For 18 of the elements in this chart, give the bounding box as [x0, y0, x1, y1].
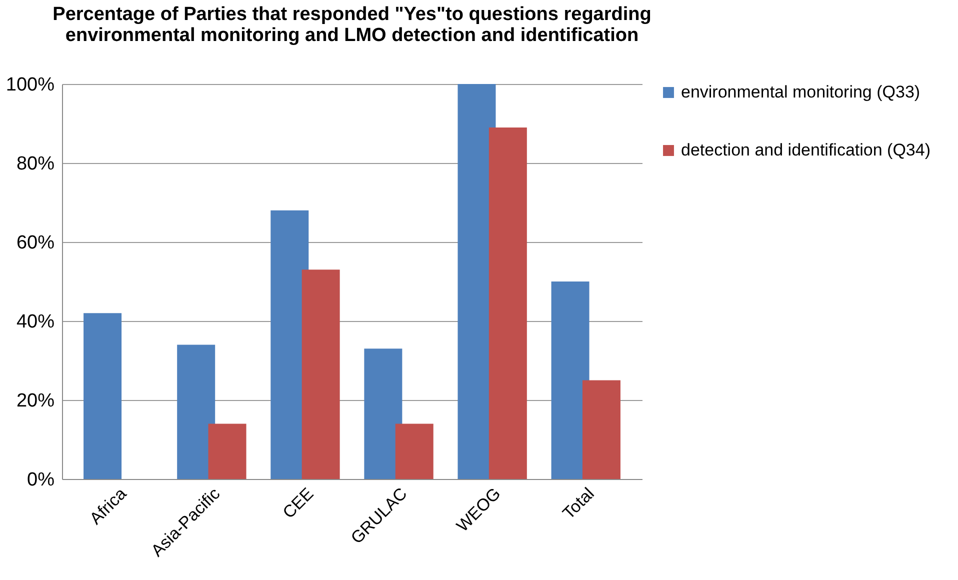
y-tick-label: 0% [27, 470, 55, 490]
y-tick-label: 80% [16, 154, 55, 174]
y-tick-label: 20% [16, 390, 55, 412]
bar [177, 344, 216, 479]
bar [208, 424, 246, 479]
y-tick-label: 100% [6, 74, 55, 96]
bar [84, 313, 122, 479]
bar [364, 348, 402, 479]
bar [302, 270, 340, 479]
bar [395, 424, 434, 479]
chart-title: Percentage of Parties that responded "Yes"to questions regarding environmental monitoring and LMO detection and identification [52, 4, 652, 46]
legend-label: environmental monitoring (Q33) [681, 82, 920, 102]
bar [488, 127, 527, 479]
y-tick-label: 40% [16, 312, 55, 332]
legend-label: detection and identification (Q34) [681, 140, 930, 160]
bar [582, 380, 620, 479]
y-tick-label: 60% [16, 232, 55, 254]
bar [551, 282, 590, 479]
